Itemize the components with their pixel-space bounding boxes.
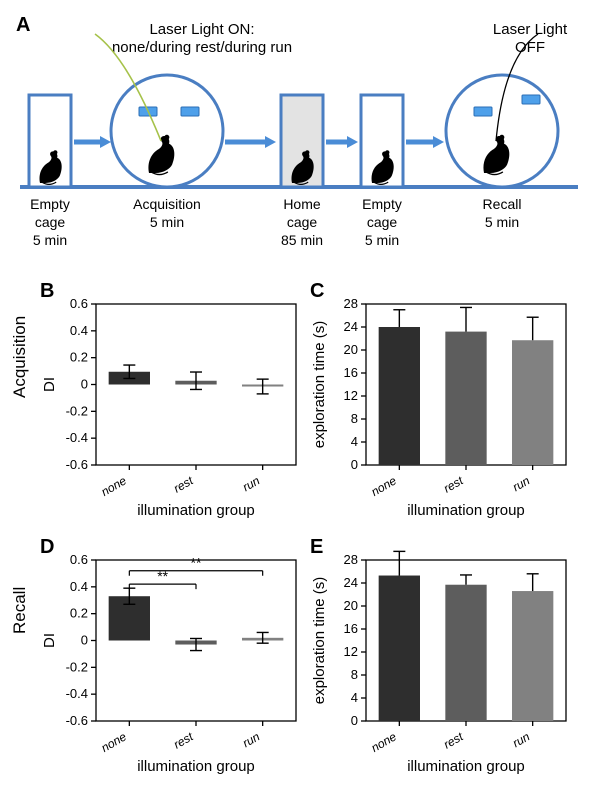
svg-text:8: 8 [351, 667, 358, 682]
svg-text:12: 12 [344, 388, 358, 403]
panel-d: D -0.6 -0.4 -0.2 0 0.2 0.4 0.6 DI none rest run ill… [36, 534, 306, 784]
svg-text:**: ** [191, 555, 202, 571]
svg-text:0.4: 0.4 [70, 579, 88, 594]
svg-text:-0.4: -0.4 [66, 430, 88, 445]
row-label-acquisition: Acquisition [10, 316, 30, 398]
svg-text:run: run [510, 729, 532, 750]
svg-text:4: 4 [351, 434, 358, 449]
panel-b: B -0.6 -0.4 -0.2 0 0.2 0.4 0.6 DI none rest run ill… [36, 278, 306, 528]
panel-d-label: D [40, 536, 54, 559]
svg-text:-0.6: -0.6 [66, 457, 88, 472]
svg-text:Acquisition: Acquisition [133, 196, 201, 212]
svg-text:rest: rest [171, 729, 196, 751]
svg-text:run: run [510, 473, 532, 494]
panel-c-label: C [310, 280, 324, 303]
svg-text:DI: DI [41, 377, 58, 392]
svg-text:illumination group: illumination group [407, 502, 525, 519]
svg-text:4: 4 [351, 690, 358, 705]
svg-text:8: 8 [351, 411, 358, 426]
svg-text:Home: Home [283, 196, 321, 212]
panel-b-label: B [40, 280, 54, 303]
svg-text:illumination group: illumination group [407, 758, 525, 775]
svg-text:0.4: 0.4 [70, 323, 88, 338]
panel-e: E 0 4 8 12 16 20 24 28 exploration time (s) none r… [306, 534, 576, 784]
chart-d: -0.6 -0.4 -0.2 0 0.2 0.4 0.6 DI none rest run illum… [36, 534, 306, 779]
svg-text:0: 0 [351, 457, 358, 472]
svg-text:Recall: Recall [483, 196, 522, 212]
svg-text:5 min: 5 min [365, 232, 399, 248]
svg-text:-0.2: -0.2 [66, 403, 88, 418]
svg-text:illumination group: illumination group [137, 502, 255, 519]
svg-text:Laser Light ON:: Laser Light ON: [149, 21, 254, 38]
svg-text:cage: cage [367, 214, 398, 230]
row-recall: Recall D -0.6 -0.4 -0.2 0 0.2 0.4 0.6 DI none res… [12, 534, 586, 784]
svg-text:24: 24 [344, 319, 358, 334]
panel-c: C 0 4 8 12 16 20 24 28 exploration time (s) none r… [306, 278, 576, 528]
svg-text:Laser Light: Laser Light [493, 21, 568, 38]
svg-text:rest: rest [441, 473, 466, 495]
svg-text:none: none [369, 473, 399, 499]
svg-text:5 min: 5 min [485, 214, 519, 230]
svg-text:none: none [99, 473, 129, 499]
svg-text:0.6: 0.6 [70, 552, 88, 567]
svg-text:5 min: 5 min [33, 232, 67, 248]
svg-text:Empty: Empty [30, 196, 70, 212]
panel-a-label: A [16, 14, 30, 37]
svg-text:run: run [240, 729, 262, 750]
svg-text:0: 0 [81, 377, 88, 392]
svg-text:5 min: 5 min [150, 214, 184, 230]
svg-text:DI: DI [41, 633, 58, 648]
protocol-diagram: Laser Light ON:none/during rest/during r… [12, 12, 586, 272]
panel-e-label: E [310, 536, 323, 559]
svg-text:16: 16 [344, 621, 358, 636]
svg-text:85 min: 85 min [281, 232, 323, 248]
row-acquisition: Acquisition B -0.6 -0.4 -0.2 0 0.2 0.4 0.6 DI no… [12, 278, 586, 528]
panel-a: A Laser Light ON:none/during rest/during… [12, 12, 586, 272]
chart-e: 0 4 8 12 16 20 24 28 exploration time (s) none res… [306, 534, 576, 779]
svg-text:12: 12 [344, 644, 358, 659]
svg-text:rest: rest [171, 473, 196, 495]
svg-text:24: 24 [344, 575, 358, 590]
svg-text:none/during rest/during run: none/during rest/during run [112, 39, 292, 56]
svg-text:rest: rest [441, 729, 466, 751]
svg-text:-0.6: -0.6 [66, 713, 88, 728]
svg-text:0: 0 [81, 633, 88, 648]
svg-text:-0.2: -0.2 [66, 659, 88, 674]
svg-text:-0.4: -0.4 [66, 686, 88, 701]
svg-text:16: 16 [344, 365, 358, 380]
row-label-recall: Recall [10, 587, 30, 634]
svg-text:none: none [369, 729, 399, 755]
svg-text:exploration time (s): exploration time (s) [311, 321, 328, 449]
svg-text:0.6: 0.6 [70, 296, 88, 311]
chart-b: -0.6 -0.4 -0.2 0 0.2 0.4 0.6 DI none rest run illum… [36, 278, 306, 523]
chart-c: 0 4 8 12 16 20 24 28 exploration time (s) none res… [306, 278, 576, 523]
svg-text:28: 28 [344, 552, 358, 567]
svg-text:Empty: Empty [362, 196, 402, 212]
svg-text:0.2: 0.2 [70, 606, 88, 621]
svg-text:20: 20 [344, 598, 358, 613]
svg-text:cage: cage [287, 214, 318, 230]
svg-text:0: 0 [351, 713, 358, 728]
svg-text:exploration time (s): exploration time (s) [311, 577, 328, 705]
svg-text:20: 20 [344, 342, 358, 357]
svg-text:cage: cage [35, 214, 66, 230]
svg-text:28: 28 [344, 296, 358, 311]
svg-text:run: run [240, 473, 262, 494]
svg-text:0.2: 0.2 [70, 350, 88, 365]
svg-text:none: none [99, 729, 129, 755]
svg-text:illumination group: illumination group [137, 758, 255, 775]
